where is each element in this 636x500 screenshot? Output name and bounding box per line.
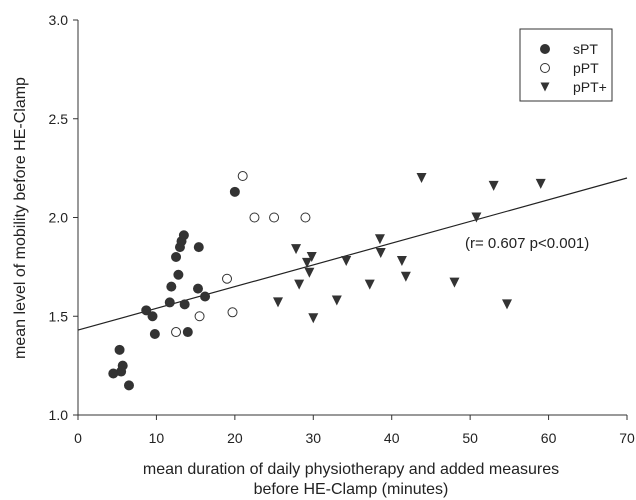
y-tick-label: 2.0	[49, 210, 69, 226]
point-pptplus	[304, 267, 315, 278]
point-spt	[117, 360, 128, 371]
point-ppt	[194, 311, 205, 322]
point-pptplus	[364, 279, 375, 290]
y-tick-label: 2.5	[49, 111, 69, 127]
point-spt	[193, 242, 204, 253]
point-pptplus	[294, 279, 305, 290]
point-pptplus	[488, 180, 499, 191]
legend-label-ppt: pPT	[573, 60, 599, 76]
point-pptplus	[502, 299, 513, 310]
point-spt	[166, 281, 177, 292]
point-pptplus	[374, 234, 385, 245]
point-pptplus	[375, 248, 386, 259]
point-pptplus	[416, 173, 427, 183]
point-ppt	[227, 307, 238, 318]
point-pptplus	[272, 297, 283, 308]
x-tick-label: 20	[227, 430, 243, 446]
x-tick-label: 50	[462, 430, 478, 446]
legend: sPT pPT pPT+	[519, 28, 613, 102]
x-tick-label: 70	[619, 430, 635, 446]
y-axis-label: mean level of mobility before HE-Clamp	[12, 77, 29, 359]
point-spt	[179, 299, 190, 310]
point-spt	[171, 252, 182, 262]
point-pptplus	[302, 257, 313, 268]
point-pptplus	[535, 178, 546, 189]
point-ppt	[222, 273, 233, 284]
point-ppt	[249, 212, 260, 223]
legend-marker-spt	[540, 44, 550, 54]
x-tick-label: 30	[305, 430, 321, 446]
data-points	[108, 171, 546, 391]
point-pptplus	[449, 277, 460, 288]
point-spt	[147, 311, 158, 322]
x-tick-label: 0	[74, 430, 82, 446]
point-ppt	[300, 212, 311, 223]
point-pptplus	[400, 271, 411, 282]
point-pptplus	[306, 252, 317, 262]
point-spt	[178, 230, 189, 241]
y-tick-label: 1.0	[49, 407, 69, 423]
point-ppt	[237, 171, 248, 182]
y-tick-label: 1.5	[49, 308, 69, 324]
point-spt	[200, 291, 211, 302]
point-spt	[123, 380, 134, 391]
point-spt	[149, 329, 160, 340]
x-tick-label: 40	[384, 430, 400, 446]
x-tick-label: 10	[149, 430, 165, 446]
point-pptplus	[308, 313, 319, 324]
point-pptplus	[331, 295, 342, 306]
legend-marker-pptplus	[540, 82, 550, 92]
ticks: 0 10 20 30 40 50 60 70 1.0 1.5 2.0 2.5 3.0	[49, 12, 635, 446]
point-spt	[164, 297, 175, 308]
point-spt	[141, 305, 152, 316]
legend-label-pptplus: pPT+	[573, 79, 607, 95]
regression-line-group	[77, 177, 628, 331]
y-tick-label: 3.0	[49, 12, 69, 28]
x-tick-label: 60	[541, 430, 557, 446]
point-pptplus	[341, 255, 352, 266]
point-spt	[173, 269, 184, 280]
legend-label-spt: sPT	[573, 41, 598, 57]
point-pptplus	[471, 212, 482, 223]
correlation-annotation: (r= 0.607 p<0.001)	[465, 235, 589, 252]
point-pptplus	[396, 255, 407, 266]
regression-line	[77, 177, 628, 331]
point-ppt	[171, 327, 182, 338]
point-spt	[192, 283, 203, 294]
legend-box	[519, 28, 613, 102]
point-spt	[114, 344, 125, 355]
point-spt	[229, 186, 240, 197]
legend-marker-ppt	[540, 63, 550, 73]
point-spt	[182, 327, 193, 338]
x-axis-label-line1: mean duration of daily physiotherapy and…	[143, 461, 559, 478]
x-axis-label-line2: before HE-Clamp (minutes)	[254, 481, 449, 498]
point-ppt	[269, 212, 280, 223]
point-pptplus	[291, 244, 302, 255]
